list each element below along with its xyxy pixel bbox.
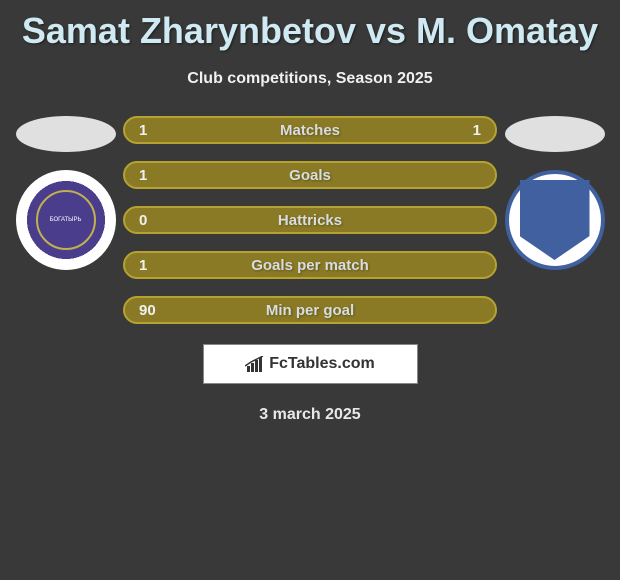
- stat-label: Goals: [289, 167, 331, 184]
- stat-label: Hattricks: [278, 212, 342, 229]
- brand-box: FcTables.com: [203, 344, 418, 384]
- stat-left-value: 1: [139, 122, 199, 139]
- left-player-photo: [16, 116, 116, 152]
- crest-left-text: БОГАТЫРЬ: [50, 217, 82, 223]
- stat-label: Min per goal: [266, 302, 354, 319]
- stats-column: 1 Matches 1 1 Goals 0 Hattricks 1 Goals …: [123, 116, 497, 324]
- stat-row-min-per-goal: 90 Min per goal: [123, 296, 497, 324]
- right-team-crest: [505, 170, 605, 270]
- chart-icon: [245, 356, 265, 372]
- stat-row-goals: 1 Goals: [123, 161, 497, 189]
- page-title: Samat Zharynbetov vs M. Omatay: [0, 0, 620, 52]
- stat-label: Goals per match: [251, 257, 369, 274]
- stat-row-matches: 1 Matches 1: [123, 116, 497, 144]
- left-side: БОГАТЫРЬ: [8, 116, 123, 270]
- right-player-photo: [505, 116, 605, 152]
- right-crest-inner: [520, 180, 590, 260]
- stat-right-value: 1: [421, 122, 481, 139]
- stat-left-value: 1: [139, 167, 199, 184]
- stat-left-value: 90: [139, 302, 199, 319]
- brand-text: FcTables.com: [269, 355, 375, 373]
- left-team-crest: БОГАТЫРЬ: [16, 170, 116, 270]
- stat-row-goals-per-match: 1 Goals per match: [123, 251, 497, 279]
- date-text: 3 march 2025: [0, 406, 620, 424]
- page-subtitle: Club competitions, Season 2025: [0, 70, 620, 88]
- stat-left-value: 0: [139, 212, 199, 229]
- left-crest-inner: БОГАТЫРЬ: [36, 190, 96, 250]
- stat-label: Matches: [280, 122, 340, 139]
- right-side: [497, 116, 612, 270]
- stat-row-hattricks: 0 Hattricks: [123, 206, 497, 234]
- stat-left-value: 1: [139, 257, 199, 274]
- comparison-content: БОГАТЫРЬ 1 Matches 1 1 Goals 0 Hattricks…: [0, 116, 620, 324]
